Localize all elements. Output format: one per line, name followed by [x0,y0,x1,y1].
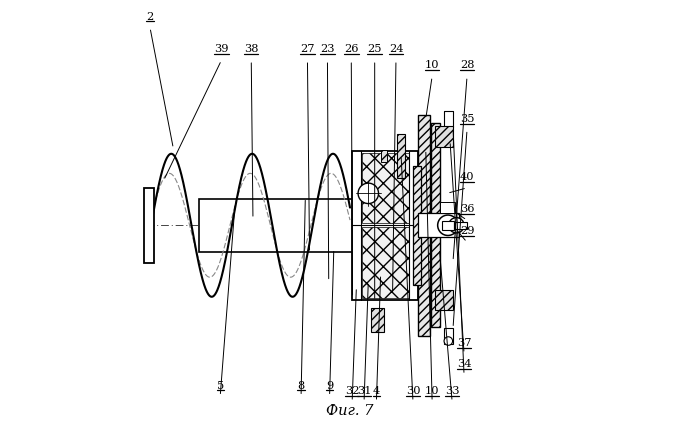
Text: 8: 8 [298,380,304,390]
Text: 31: 31 [357,385,371,395]
Text: 29: 29 [460,226,475,236]
Bar [418,214,458,238]
Text: 4: 4 [373,385,380,395]
Bar [440,202,455,213]
Text: 25: 25 [368,44,382,54]
Text: 39: 39 [214,44,229,54]
Text: 28: 28 [460,60,475,70]
Text: 37: 37 [457,337,471,347]
Circle shape [449,218,464,233]
Text: 27: 27 [300,44,315,54]
Text: 34: 34 [457,358,471,368]
Bar [371,308,384,332]
Bar [431,124,440,328]
Text: 23: 23 [320,44,335,54]
Bar [381,151,387,163]
Circle shape [358,184,379,204]
Bar [444,328,453,345]
Text: 35: 35 [460,113,475,124]
Bar [362,153,409,224]
Bar [435,127,453,147]
Bar [144,189,154,263]
Bar [435,290,453,311]
Bar [442,221,454,230]
Text: 33: 33 [445,385,459,395]
Bar [444,112,453,128]
Text: 30: 30 [406,385,420,395]
Text: 26: 26 [344,44,358,54]
Text: 10: 10 [425,60,440,70]
Text: 24: 24 [389,44,403,54]
Text: 38: 38 [244,44,258,54]
Text: 5: 5 [216,380,224,390]
Text: Фиг. 7: Фиг. 7 [326,403,374,417]
Text: 40: 40 [460,172,475,181]
Text: 36: 36 [460,204,475,214]
Bar [454,222,467,229]
Circle shape [444,337,453,345]
Text: 2: 2 [146,12,153,21]
Bar [362,228,409,298]
Bar [418,115,430,336]
Text: 32: 32 [345,385,359,395]
Text: 10: 10 [425,385,440,395]
Bar [413,166,421,285]
Circle shape [438,216,458,236]
Bar [199,199,354,252]
Bar [352,151,418,300]
Bar [397,135,405,179]
Text: 9: 9 [326,380,333,390]
